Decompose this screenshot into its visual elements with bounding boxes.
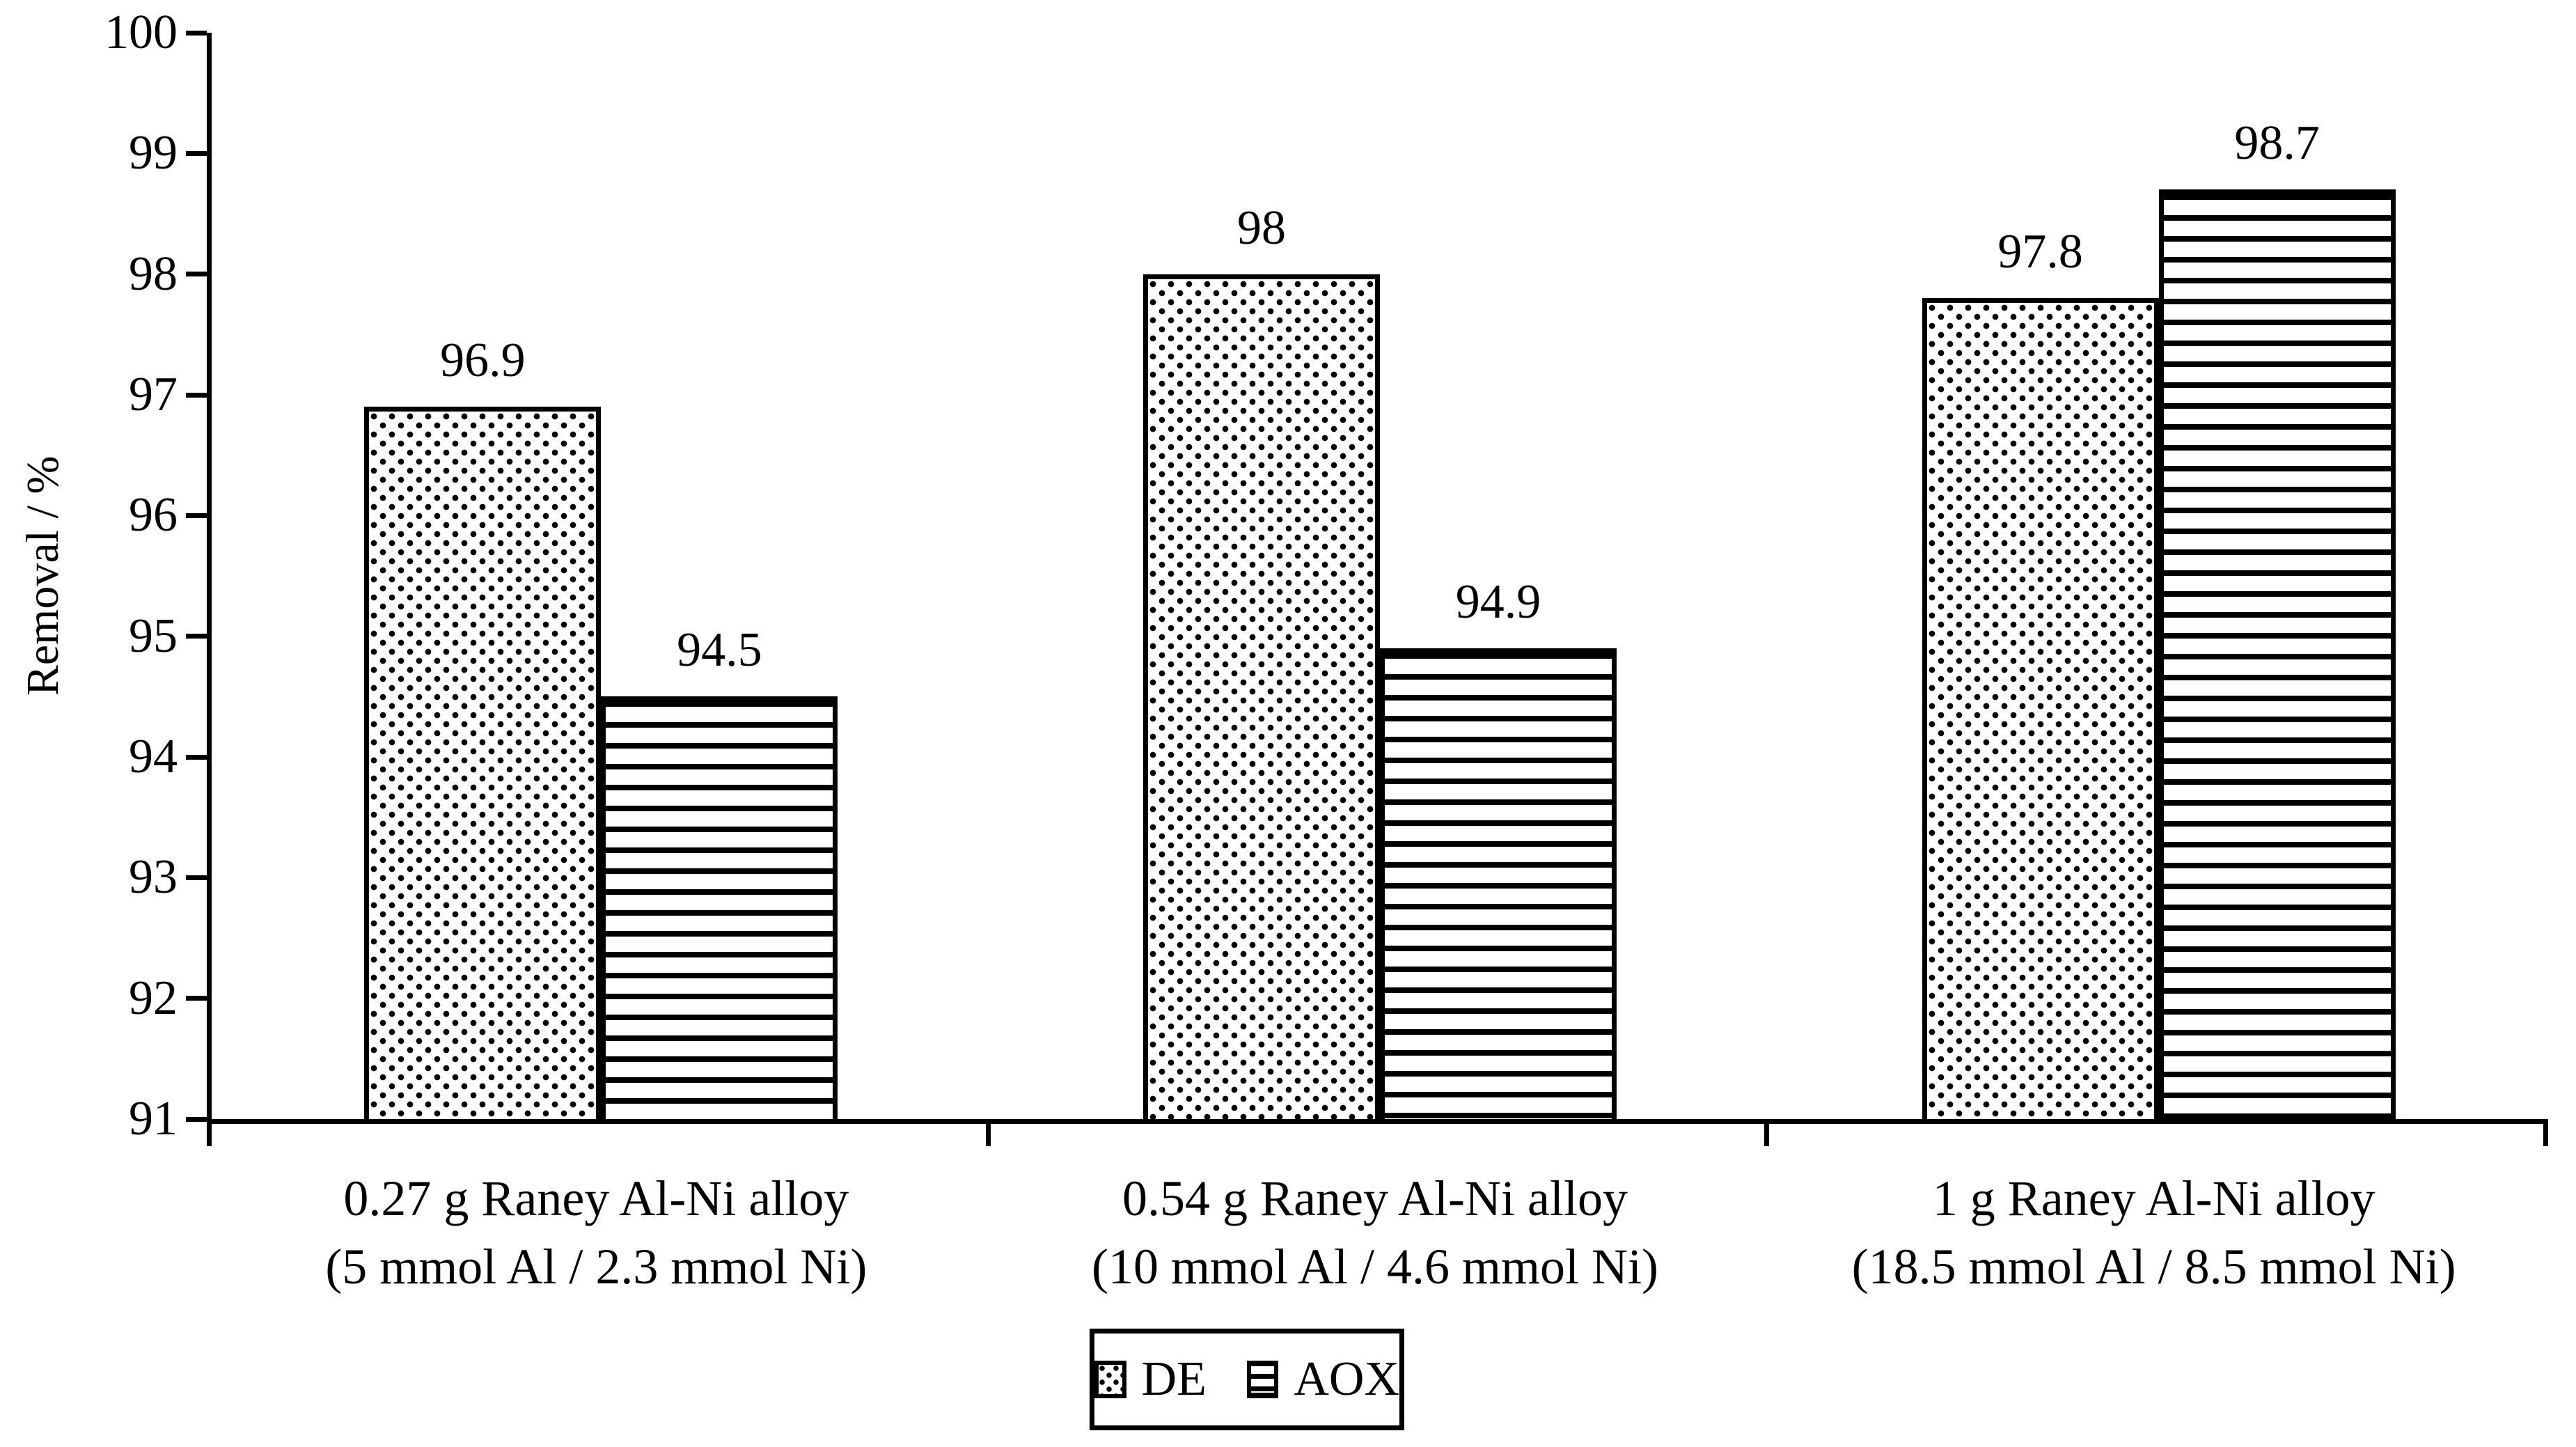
- y-tick-label: 99: [129, 126, 178, 180]
- y-tick-mark: [186, 996, 207, 1001]
- bar-de: 97.8: [1922, 228, 2159, 1119]
- y-tick-label: 98: [129, 247, 178, 301]
- y-tick-mark: [186, 392, 207, 398]
- legend-label-aox: AOX: [1294, 1352, 1399, 1406]
- y-tick-mark: [186, 875, 207, 880]
- x-tick-mark: [2543, 1124, 2548, 1146]
- y-tick-label: 91: [129, 1092, 178, 1145]
- x-category-label-line2: (10 mmol Al / 4.6 mmol Ni): [1091, 1239, 1658, 1295]
- data-label: 94.5: [677, 623, 762, 678]
- y-tick-mark: [186, 634, 207, 639]
- x-category-label: 0.54 g Raney Al-Ni alloy (10 mmol Al / 4.…: [986, 1164, 1765, 1301]
- y-tick-label: 97: [129, 368, 178, 421]
- x-category-label-line1: 0.54 g Raney Al-Ni alloy: [1122, 1171, 1628, 1226]
- y-tick-label: 100: [104, 6, 178, 59]
- y-tick-mark: [186, 150, 207, 156]
- data-label: 98: [1236, 201, 1286, 255]
- bar-de: 96.9: [364, 336, 602, 1119]
- x-category-label-line1: 1 g Raney Al-Ni alloy: [1932, 1171, 2375, 1226]
- bar-de: 98: [1142, 203, 1380, 1119]
- bar-aox: 94.5: [601, 626, 838, 1119]
- y-tick-mark: [186, 272, 207, 277]
- x-category-label-line2: (5 mmol Al / 2.3 mmol Ni): [325, 1239, 867, 1295]
- plot-area: 96.9 94.5 98 94.9 97.8 98.7: [186, 30, 2548, 1146]
- legend-label-de: DE: [1141, 1352, 1207, 1406]
- bar-aox: 98.7: [2158, 119, 2396, 1119]
- x-category-label-line2: (18.5 mmol Al / 8.5 mmol Ni): [1851, 1239, 2456, 1295]
- y-tick-label: 92: [129, 971, 178, 1025]
- x-category-label-line1: 0.27 g Raney Al-Ni alloy: [343, 1171, 849, 1226]
- category-group: 96.9 94.5: [212, 33, 991, 1119]
- bar-aox: 94.9: [1379, 578, 1617, 1119]
- y-tick-mark: [186, 1116, 207, 1122]
- y-tick-mark: [186, 754, 207, 760]
- legend-swatch-de-icon: [1094, 1361, 1126, 1398]
- y-tick-label: 94: [129, 730, 178, 783]
- y-tick-label: 95: [129, 609, 178, 663]
- category-group: 97.8 98.7: [1769, 33, 2548, 1119]
- legend-swatch-aox-icon: [1246, 1361, 1279, 1398]
- data-label: 98.7: [2234, 116, 2320, 171]
- y-tick-label: 96: [129, 488, 178, 542]
- x-tick-mark: [985, 1124, 991, 1146]
- data-label: 97.8: [1997, 225, 2083, 279]
- x-tick-mark: [1764, 1124, 1770, 1146]
- x-tick-mark: [207, 1124, 212, 1146]
- data-label: 94.9: [1455, 575, 1541, 629]
- legend: DE AOX: [1090, 1329, 1404, 1430]
- y-tick-mark: [186, 513, 207, 518]
- y-tick-label: 93: [129, 850, 178, 905]
- x-category-label: 0.27 g Raney Al-Ni alloy (5 mmol Al / 2.3…: [207, 1164, 986, 1301]
- data-label: 96.9: [440, 334, 526, 388]
- y-tick-mark: [186, 30, 207, 36]
- category-group: 98 94.9: [991, 33, 1770, 1119]
- x-category-label: 1 g Raney Al-Ni alloy (18.5 mmol Al / 8.5…: [1764, 1164, 2543, 1301]
